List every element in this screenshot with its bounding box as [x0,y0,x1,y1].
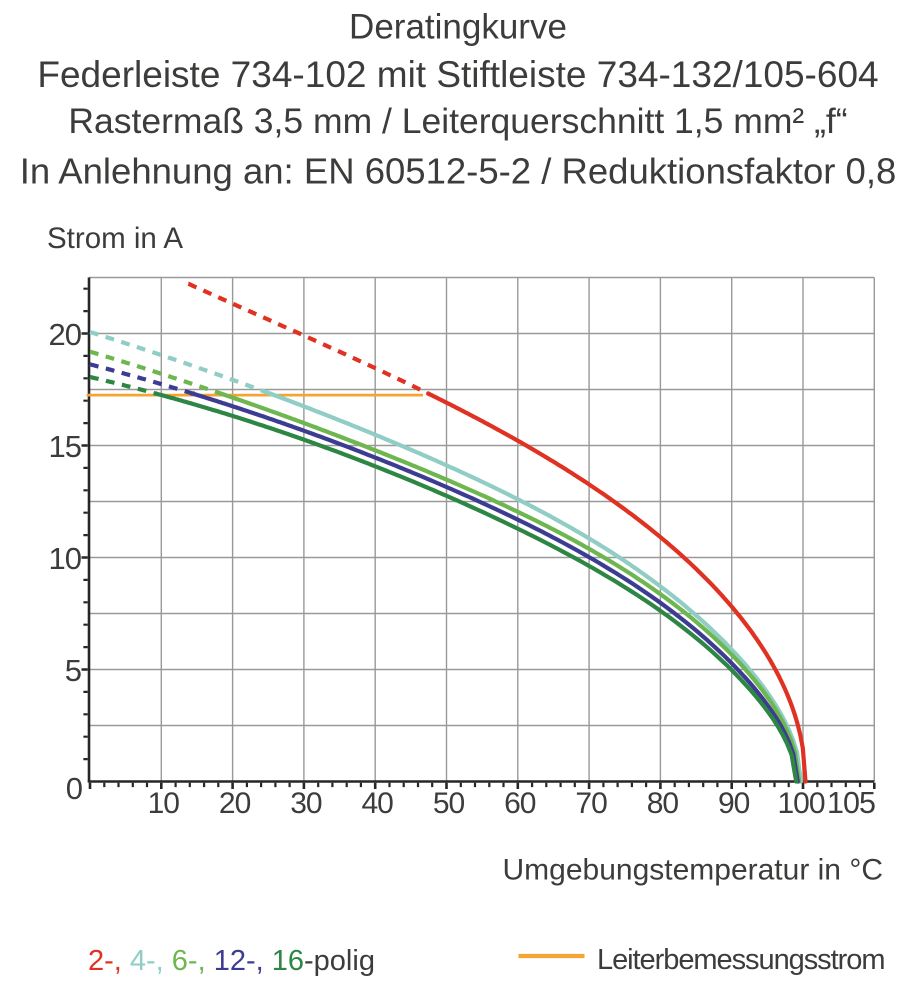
svg-text:80: 80 [647,787,679,820]
svg-text:2-, 4-, 6-, 12-, 16-polig: 2-, 4-, 6-, 12-, 16-polig [88,945,375,977]
svg-text:Umgebungstemperatur in °C: Umgebungstemperatur in °C [502,854,883,887]
svg-text:Strom in A: Strom in A [47,222,183,255]
svg-text:Deratingkurve: Deratingkurve [349,8,567,47]
svg-text:5: 5 [65,653,81,688]
svg-text:90: 90 [718,787,750,820]
svg-text:In Anlehnung an: EN 60512-5-2: In Anlehnung an: EN 60512-5-2 / Reduktio… [20,151,897,192]
svg-text:40: 40 [362,787,394,820]
svg-text:105: 105 [827,786,875,820]
svg-text:0: 0 [66,771,83,806]
svg-text:Rastermaß 3,5 mm / Leiterquers: Rastermaß 3,5 mm / Leiterquerschnitt 1,5… [68,101,847,141]
svg-text:50: 50 [433,787,465,820]
svg-text:10: 10 [148,787,180,820]
svg-text:Leiterbemessungsstrom: Leiterbemessungsstrom [597,944,884,976]
svg-text:10: 10 [49,541,82,576]
svg-text:15: 15 [49,429,81,464]
svg-text:100: 100 [777,787,824,820]
svg-text:60: 60 [504,787,536,820]
svg-text:20: 20 [49,317,82,352]
svg-text:Federleiste 734-102 mit Stiftl: Federleiste 734-102 mit Stiftleiste 734-… [37,54,878,95]
svg-text:70: 70 [575,787,607,820]
svg-text:20: 20 [219,787,251,820]
svg-text:30: 30 [290,787,322,820]
